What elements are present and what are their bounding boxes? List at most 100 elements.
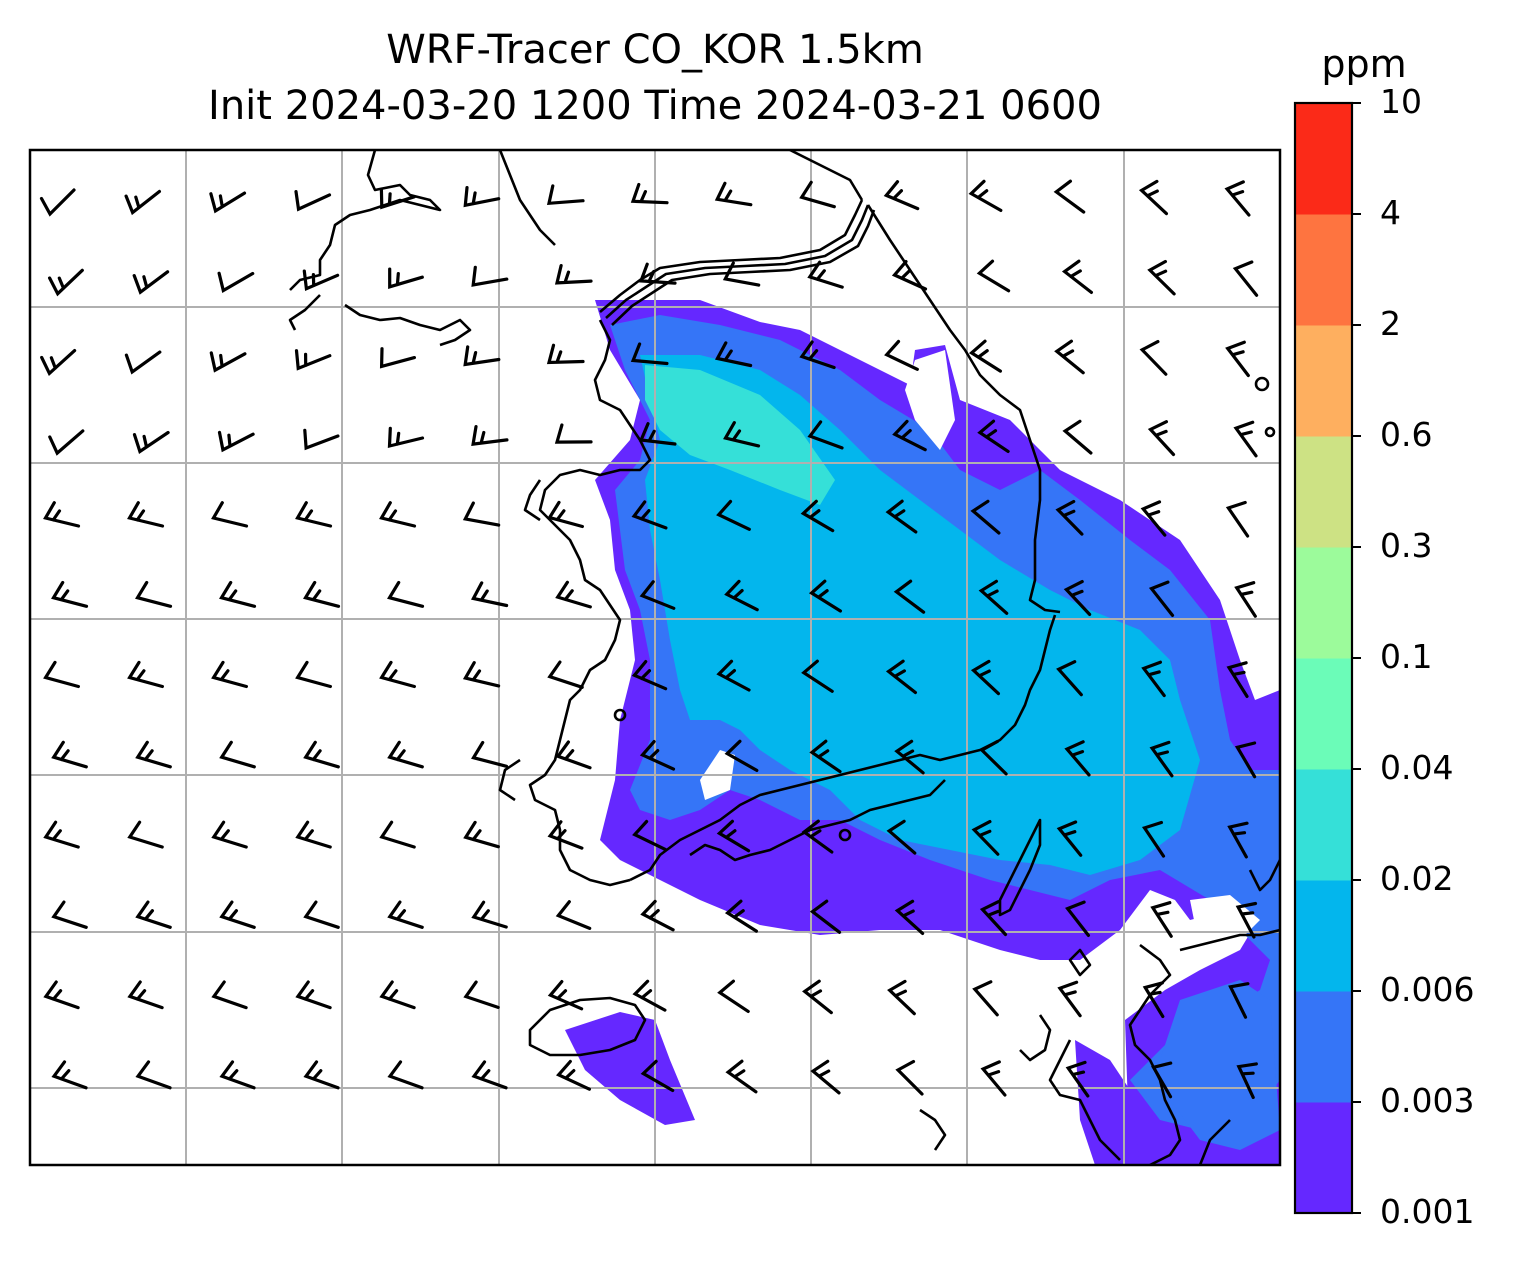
wind-barb <box>970 659 1000 696</box>
wind-barb <box>970 499 1001 535</box>
wind-barb <box>723 421 761 448</box>
wind-barb <box>48 429 85 456</box>
wind-barb <box>1055 499 1084 536</box>
wind-barb <box>810 1059 841 1095</box>
wind-barb <box>1147 420 1176 457</box>
wind-barb <box>51 900 88 929</box>
wind-barb <box>630 342 669 366</box>
wind-barb <box>714 341 753 368</box>
map-title-line1: WRF-Tracer CO_KOR 1.5km <box>386 27 924 73</box>
wind-barb <box>471 740 509 768</box>
wind-barb <box>132 270 170 295</box>
plume-002 <box>645 365 835 505</box>
wind-barb <box>1053 179 1086 214</box>
wind-barb <box>894 899 925 935</box>
wind-barb <box>295 501 333 528</box>
wind-barb <box>127 980 164 1010</box>
wind-barb <box>211 980 248 1010</box>
wind-barb <box>471 1060 508 1090</box>
map-gridlines <box>30 150 1280 1165</box>
wind-barb <box>809 739 842 774</box>
wind-barb <box>39 188 76 217</box>
wind-barb <box>1061 259 1093 294</box>
wind-barb <box>127 820 164 849</box>
wind-barb <box>638 422 677 446</box>
wind-barb <box>802 979 833 1015</box>
wind-barb <box>725 1059 758 1094</box>
wind-barb <box>630 182 669 205</box>
wind-barb <box>886 819 917 855</box>
wind-barb <box>217 271 255 293</box>
wind-barb <box>387 740 424 769</box>
wind-barb <box>632 819 667 851</box>
wind-barb <box>295 980 332 1010</box>
wind-barb <box>295 660 332 689</box>
wind-barb <box>379 660 416 689</box>
wind-barb <box>387 426 425 449</box>
wind-barb <box>883 180 920 211</box>
colorbar-tick-label: 0.003 <box>1380 1081 1475 1120</box>
wind-barb <box>127 660 164 689</box>
wind-barb <box>891 260 928 291</box>
wind-barb <box>1063 580 1092 616</box>
wind-barb <box>379 820 416 849</box>
wind-barb <box>132 430 170 455</box>
wind-barb <box>1147 259 1176 296</box>
wind-barb <box>51 740 88 769</box>
wind-barb <box>640 1059 675 1093</box>
wind-barb <box>639 740 676 771</box>
wind-barb <box>1234 581 1257 618</box>
wind-barb <box>555 1059 591 1091</box>
wind-barb <box>387 1060 424 1090</box>
wind-barb <box>547 980 584 1011</box>
wind-barb <box>547 660 584 689</box>
wind-barb <box>463 980 500 1009</box>
colorbar-tick-label: 10 <box>1380 82 1422 121</box>
wind-barb <box>1064 740 1091 777</box>
wind-barb <box>211 501 249 528</box>
wind-barb <box>809 899 842 934</box>
wind-barb <box>463 186 501 208</box>
wind-barbs <box>39 179 1259 1099</box>
wind-barb <box>546 184 585 206</box>
wind-barb <box>716 819 751 853</box>
wind-barb <box>807 420 844 450</box>
wind-barb <box>463 345 501 367</box>
wind-barb <box>1234 741 1257 779</box>
wind-barb <box>968 179 1003 212</box>
wind-barb <box>303 740 340 769</box>
wind-barb <box>1057 980 1082 1018</box>
wind-barb <box>800 499 835 533</box>
wind-barb <box>1056 660 1083 697</box>
wind-barb <box>40 349 77 377</box>
wind-barb <box>894 739 925 775</box>
wind-barb <box>43 660 80 689</box>
colorbar-tick-label: 0.006 <box>1380 970 1475 1009</box>
wind-barb <box>724 579 759 612</box>
wind-barb <box>462 501 501 527</box>
wind-barb <box>1065 1060 1090 1098</box>
wind-barb <box>303 580 341 608</box>
wind-barb <box>887 979 916 1016</box>
wind-barb <box>1141 820 1166 858</box>
wind-barb <box>972 980 999 1017</box>
colorbar-tick-label: 0.001 <box>1380 1192 1475 1231</box>
colorbar-tick-label: 4 <box>1380 193 1401 232</box>
wind-barb <box>1228 982 1250 1019</box>
colorbar-tick-label: 2 <box>1380 304 1401 343</box>
wind-barb <box>979 900 1008 937</box>
wind-barb <box>555 740 592 770</box>
wind-barb <box>1225 340 1250 378</box>
wind-barb <box>219 740 256 769</box>
wind-barb <box>1150 901 1173 938</box>
wind-barb <box>714 181 753 207</box>
wind-barb <box>388 267 424 289</box>
colorbar-unit: ppm <box>1321 42 1407 86</box>
wind-barb <box>807 260 844 289</box>
wind-barb <box>546 343 585 365</box>
wind-barb <box>884 339 919 371</box>
wind-barb <box>294 190 332 212</box>
colorbar-tick-label: 0.02 <box>1380 859 1454 898</box>
wind-barb <box>1227 821 1249 859</box>
wind-barb <box>1138 179 1168 216</box>
